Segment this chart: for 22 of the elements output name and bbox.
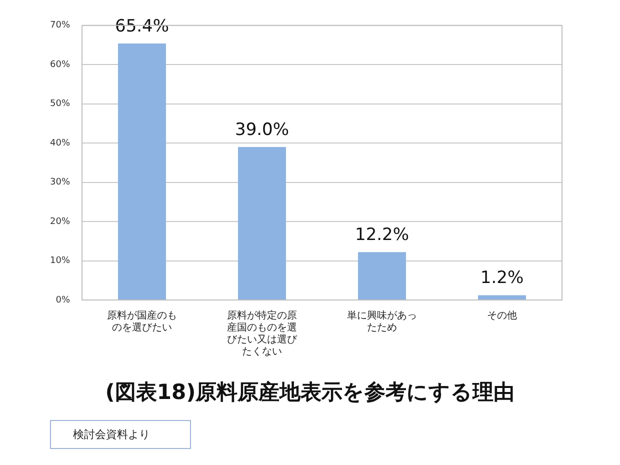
- y-tick-label: 0%: [56, 295, 70, 306]
- y-tick-label: 30%: [50, 178, 70, 188]
- text: 検討会資料より: [50, 420, 191, 449]
- y-tick-label: 70%: [50, 20, 70, 31]
- x-tick-label: 単に興味があったため: [347, 310, 417, 334]
- data-label: 39.0%: [234, 120, 290, 140]
- y-tick-label: 20%: [50, 216, 70, 227]
- y-tick-label: 60%: [50, 60, 70, 70]
- y-tick-label: 40%: [50, 138, 70, 148]
- data-label: 1.2%: [480, 268, 524, 288]
- bar: [238, 147, 286, 300]
- text: (図表18)原料原産地表示を参考にする理由: [104, 379, 516, 406]
- bar: [358, 252, 406, 300]
- x-tick-label: 原料が国産のものを選びたい: [107, 310, 178, 334]
- bar: [478, 295, 526, 300]
- x-tick-label: その他: [487, 310, 517, 322]
- y-tick-label: 10%: [50, 256, 70, 266]
- data-label: 12.2%: [354, 225, 410, 246]
- bar: [118, 43, 166, 300]
- x-tick-label: 原料が特定の原産国のものを選びたい又は選びたくない: [227, 310, 298, 358]
- data-label: 65.4%: [114, 16, 170, 36]
- y-tick-label: 50%: [50, 99, 70, 110]
